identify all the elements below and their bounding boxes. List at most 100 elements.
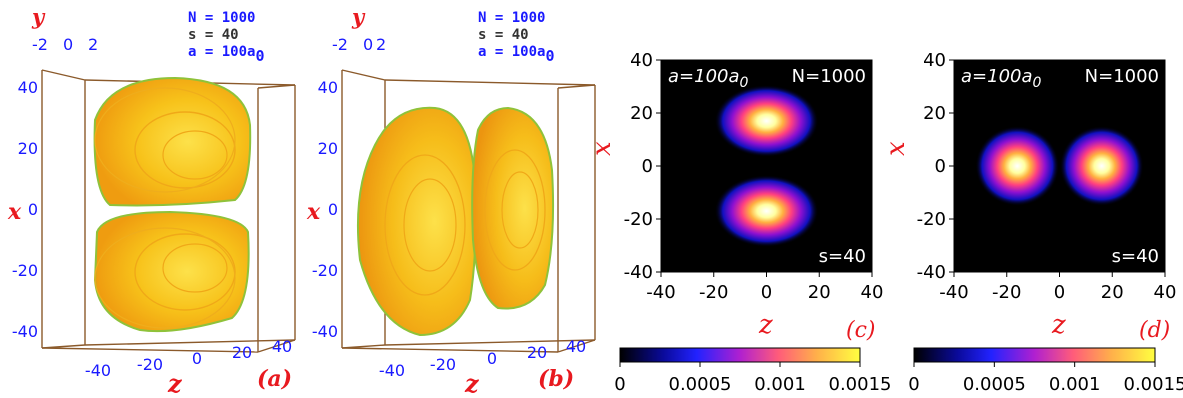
panel-b-z-tick-0: -40	[379, 361, 405, 380]
colorbar-tick-label: 0	[614, 374, 625, 395]
panel-a-info-N: N = 1000	[188, 10, 255, 26]
colorbar-d-gradient	[913, 347, 1156, 363]
panel-b-x-tick-4: -40	[312, 322, 338, 341]
panel-a: N = 1000 s = 40 a = 100a0 y -2 0 2 40 20…	[7, 4, 296, 398]
panel-c-peaks	[714, 84, 819, 248]
colorbar-tick-label: 0.0005	[669, 374, 732, 395]
panel-d-y-tick-label: 40	[923, 50, 946, 71]
panel-a-info-a: a = 100a0	[188, 44, 264, 65]
panel-d-inset-s: s=40	[1112, 246, 1159, 267]
panel-c-x-tick-label: 20	[808, 282, 831, 303]
panel-b-info-a: a = 100a0	[478, 44, 554, 65]
colorbar-c-ticks: 0 0.0005 0.001 0.0015	[614, 362, 891, 395]
panel-a-y-title: y	[31, 4, 46, 29]
panel-a-tag: (a)	[257, 366, 292, 392]
panel-d: a=100a0 N=1000 s=40 -40 -20 0 20 4040200-20-…	[881, 50, 1176, 343]
panel-c-y-tick-label: 0	[642, 156, 653, 177]
panel-a-x-tick-3: -20	[12, 261, 38, 280]
panel-d-tag: (d)	[1139, 318, 1170, 343]
panel-a-z-tick-2: 0	[192, 349, 202, 368]
panel-c-inset-a: a=100a0	[668, 66, 749, 91]
colorbar-d: 0 0.0005 0.001 0.0015	[908, 347, 1183, 395]
panel-c-y-tick-label: -20	[624, 209, 653, 230]
panel-c-x-tick-label: 0	[761, 282, 772, 303]
panel-d-inset-a: a=100a0	[961, 66, 1042, 91]
panel-c-inset-N: N=1000	[792, 66, 866, 87]
panel-c-y-tick-label: 40	[630, 50, 653, 71]
panel-b-x-title: x	[306, 199, 321, 225]
panel-b-x-tick-2: 0	[328, 200, 338, 219]
panel-d-y-tick-label: 20	[923, 103, 946, 124]
panel-b-right-lobe	[471, 106, 555, 310]
panel-a-box	[41, 69, 296, 353]
panel-c-y-tick-label: -40	[624, 262, 653, 283]
panel-d-x-tick-label: 20	[1101, 282, 1124, 303]
panel-a-x-tick-4: -40	[12, 322, 38, 341]
panel-b-z-tick-4: 40	[566, 337, 586, 356]
panel-d-y-tick-label: -40	[917, 262, 946, 283]
panel-c-ylabel: x	[587, 141, 617, 156]
panel-a-x-tick-2: 0	[28, 200, 38, 219]
panel-a-lower-lobe	[93, 210, 250, 333]
colorbar-tick-label: 0.001	[754, 374, 806, 395]
panel-c-tag: (c)	[846, 318, 876, 343]
panel-a-x-tick-1: 20	[18, 139, 38, 158]
colorbar-c-gradient	[619, 347, 861, 363]
panel-d-axes: -40 -20 0 20 40 40 20 0 -20 -40	[917, 50, 1177, 303]
panel-c-x-tick-label: 40	[861, 282, 884, 303]
panel-a-z-tick-3: 20	[232, 343, 252, 362]
panel-b-z-title: z	[464, 369, 480, 398]
panel-c-inset-s: s=40	[819, 246, 866, 267]
panel-c-axes: -40 -20 0 20 40 40 20 0 -20 -40	[624, 50, 884, 303]
panel-b-z-tick-2: 0	[487, 349, 497, 368]
panel-d-xlabel: z	[1051, 310, 1066, 340]
colorbar-d-ticks: 0 0.0005 0.001 0.0015	[908, 362, 1183, 395]
panel-a-y-tick-2: 2	[88, 35, 98, 54]
colorbar-tick-label: 0.0015	[829, 374, 892, 395]
panel-a-x-title: x	[7, 199, 22, 225]
panel-b-y-tick-2: 2	[376, 35, 386, 54]
panel-b-x-tick-0: 40	[318, 78, 338, 97]
panel-d-inset-N: N=1000	[1085, 66, 1159, 87]
panel-a-y-tick-0: -2	[32, 35, 48, 54]
panel-c-x-tick-label: -40	[646, 282, 675, 303]
panel-c: a=100a0 N=1000 s=40 -40 -20 0 20 4040200-20-…	[587, 50, 883, 343]
panel-b-left-lobe	[356, 106, 477, 337]
panel-c-y-tick-label: 20	[630, 103, 653, 124]
panel-d-x-tick-label: 40	[1154, 282, 1177, 303]
panel-b-info-s: s = 40	[478, 27, 529, 43]
panel-c-x-tick-label: -20	[699, 282, 728, 303]
colorbar-tick-label: 0.0005	[963, 374, 1026, 395]
panel-a-z-tick-1: -20	[137, 355, 163, 374]
panel-d-x-tick-label: -40	[939, 282, 968, 303]
panel-b-z-tick-3: 20	[527, 343, 547, 362]
panel-b-x-tick-1: 20	[318, 139, 338, 158]
panel-a-z-tick-0: -40	[85, 361, 111, 380]
colorbar-tick-label: 0.001	[1049, 374, 1101, 395]
panel-d-x-tick-label: -20	[992, 282, 1021, 303]
panel-b-info-N: N = 1000	[478, 10, 545, 26]
panel-d-density-peak-0	[975, 126, 1060, 206]
panel-a-info-s: s = 40	[188, 27, 239, 43]
panel-b-y-tick-1: 0	[363, 35, 373, 54]
panel-d-peaks	[975, 126, 1144, 206]
panel-c-density-peak-1	[714, 175, 819, 248]
panel-b-y-tick-0: -2	[332, 35, 348, 54]
panel-d-ylabel: x	[881, 141, 911, 156]
panel-a-x-tick-0: 40	[18, 78, 38, 97]
panel-b-y-title: y	[351, 4, 366, 29]
panel-a-y-tick-1: 0	[63, 35, 73, 54]
panel-c-density-peak-0	[714, 84, 819, 157]
panel-c-xlabel: z	[758, 310, 773, 340]
colorbar-tick-label: 0	[908, 374, 919, 395]
panel-d-density-peak-1	[1059, 126, 1144, 206]
colorbar-c: 0 0.0005 0.001 0.0015	[614, 347, 891, 395]
panel-d-x-tick-label: 0	[1054, 282, 1065, 303]
panel-b: N = 1000 s = 40 a = 100a0 y -2 0 2 40 20…	[306, 4, 596, 398]
colorbar-tick-label: 0.0015	[1124, 374, 1183, 395]
panel-b-x-tick-3: -20	[312, 261, 338, 280]
panel-a-upper-lobe	[93, 76, 252, 207]
panel-b-tag: (b)	[538, 366, 574, 392]
panel-a-z-title: z	[167, 369, 183, 398]
